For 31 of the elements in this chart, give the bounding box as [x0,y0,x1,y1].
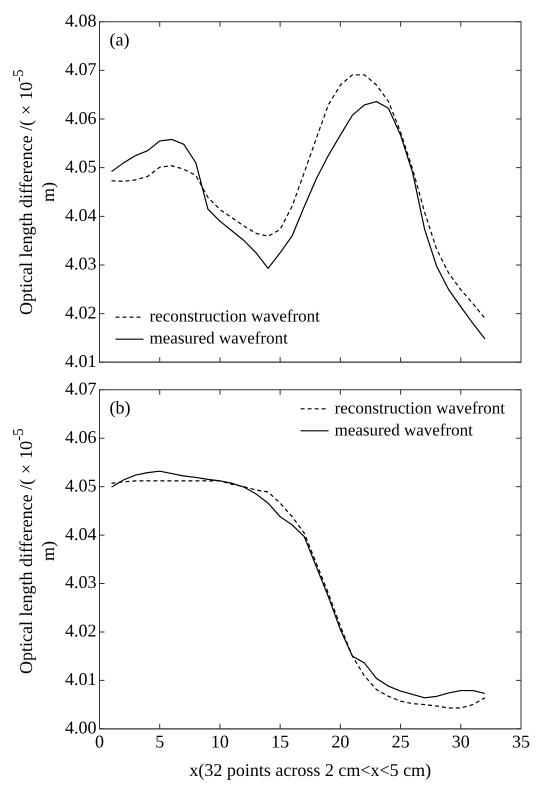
x-tick-label: 20 [331,731,350,752]
y-tick-label: 4.07 [65,378,96,399]
y-tick-label: 4.01 [65,350,96,371]
y-tick-label: 4.08 [65,10,96,31]
y-tick-label: 4.06 [65,426,96,447]
legend-label: measured wavefront [334,420,474,440]
y-tick-label: 4.01 [65,669,96,690]
y-tick-label: 4.04 [65,524,96,544]
x-tick-label: 5 [155,731,164,752]
x-tick-label: 15 [271,731,290,752]
x-tick-label: 35 [512,731,530,752]
y-tick-label: 4.03 [65,254,96,274]
y-tick-label: 4.02 [65,302,96,322]
legend-label: reconstruction wavefront [150,306,320,326]
x-axis-title: x(32 points across 2 cm<x<5 cm) [189,760,432,780]
x-tick-label: 10 [210,731,229,752]
y-tick-label: 4.02 [65,620,96,641]
y-tick-label: 4.07 [65,59,96,80]
y-tick-label: 4.00 [65,718,96,738]
legend-label: measured wavefront [150,328,288,348]
x-tick-label: 30 [452,731,470,752]
y-tick-label: 4.03 [65,572,96,592]
y-tick-label: 4.06 [65,108,96,128]
annotation: (b) [110,398,130,418]
y-tick-label: 4.04 [65,205,96,226]
legend-label: reconstruction wavefront [334,398,506,418]
x-tick-label: 25 [392,731,410,752]
y-tick-label: 4.05 [65,475,96,496]
annotation: (a) [110,30,130,50]
x-tick-label: 0 [95,731,104,752]
y-tick-label: 4.05 [65,156,96,176]
